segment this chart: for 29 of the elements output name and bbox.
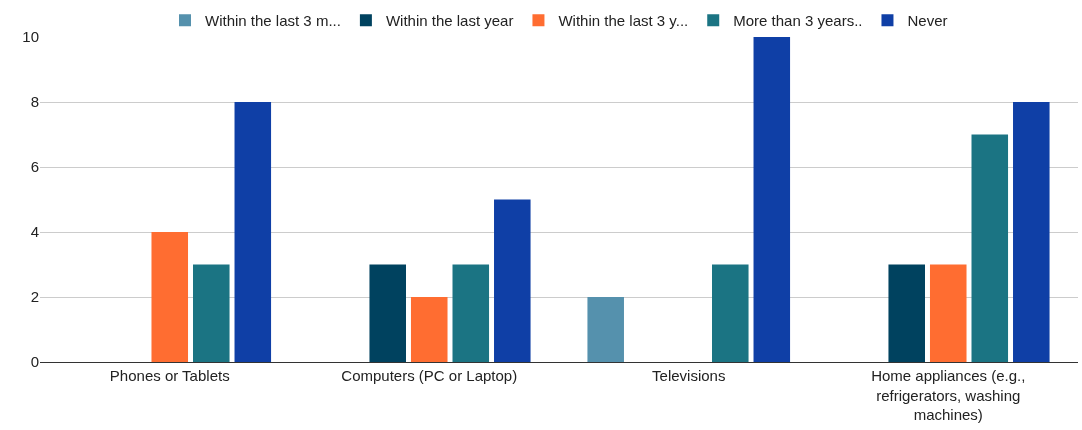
y-tick-label: 2	[30, 288, 39, 306]
bar	[929, 264, 967, 362]
x-tick-label: Televisions	[652, 367, 726, 384]
bar	[193, 264, 230, 362]
legend-label: Within the last 3 y...	[558, 12, 689, 30]
x-tick-label: Phones or Tablets	[109, 367, 230, 384]
bar	[234, 102, 272, 362]
bar	[753, 37, 791, 362]
bar	[410, 297, 448, 362]
x-tick-label: Home appliances (e.g., refrigerators, washing machines)	[871, 367, 1026, 423]
legend-label: Within the last year	[385, 12, 514, 30]
legend-label: Within the last 3 m...	[205, 12, 341, 30]
bar	[369, 264, 406, 362]
y-tick-label: 10	[22, 28, 39, 46]
y-tick-label: 6	[30, 158, 39, 176]
x-tick-label: Computers (PC or Laptop)	[341, 367, 518, 384]
bar	[587, 297, 624, 362]
y-tick-label: 0	[30, 353, 39, 371]
bar	[494, 199, 531, 362]
legend-label: More than 3 years..	[733, 12, 863, 30]
y-tick-label: 8	[30, 93, 39, 111]
y-tick-label: 4	[30, 223, 39, 241]
bar	[712, 264, 749, 362]
legend-label: Never	[907, 12, 948, 30]
bar	[452, 264, 490, 362]
bar	[888, 264, 925, 362]
bar	[1013, 102, 1050, 362]
bar	[971, 134, 1009, 362]
bar	[151, 232, 189, 362]
